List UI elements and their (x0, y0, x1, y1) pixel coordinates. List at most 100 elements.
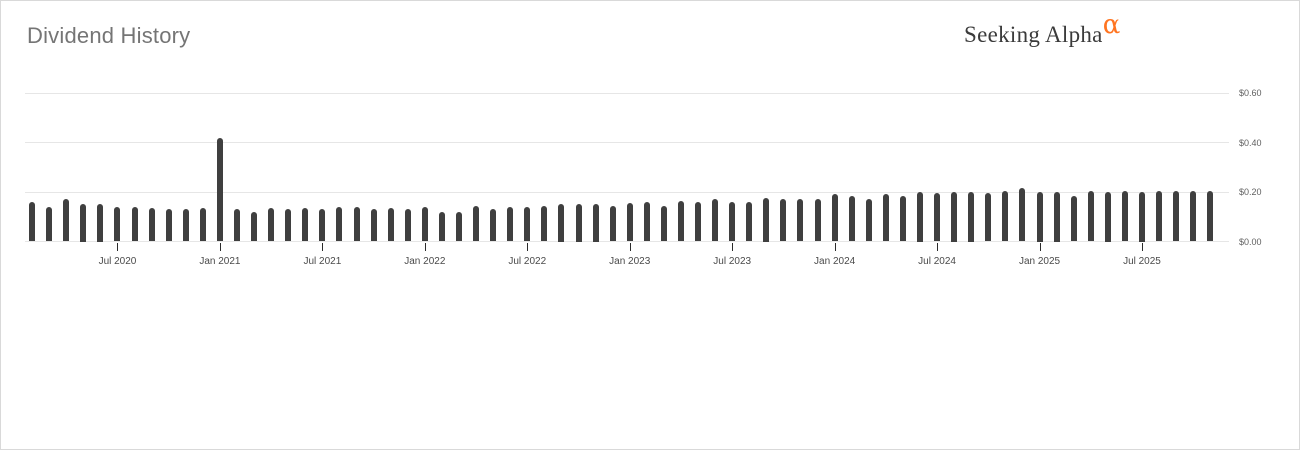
dividend-bar[interactable] (1070, 195, 1077, 242)
dividend-bar[interactable] (370, 209, 377, 242)
x-tick-label: Jan 2022 (404, 255, 446, 267)
gridline (25, 92, 1229, 94)
x-tick-mark (629, 243, 631, 251)
dividend-bar[interactable] (677, 200, 684, 242)
x-tick-label: Jul 2025 (1123, 255, 1161, 267)
x-tick-label: Jan 2025 (1018, 255, 1061, 267)
dividend-bar[interactable] (951, 192, 958, 242)
dividend-bar[interactable] (865, 199, 872, 242)
dividend-bar[interactable] (353, 206, 360, 242)
x-tick-label: Jul 2021 (303, 255, 342, 267)
x-tick-mark (834, 243, 836, 251)
dividend-bar[interactable] (46, 206, 53, 242)
dividend-bar[interactable] (643, 201, 650, 242)
dividend-bar[interactable] (609, 205, 616, 242)
dividend-bar[interactable] (302, 208, 309, 242)
x-tick-mark (322, 243, 324, 251)
dividend-bar[interactable] (729, 201, 736, 242)
dividend-bar[interactable] (507, 206, 514, 242)
alpha-icon: α (1102, 10, 1121, 40)
dividend-bar[interactable] (626, 203, 633, 242)
dividend-bar[interactable] (421, 206, 428, 242)
dividend-bar[interactable] (63, 199, 70, 242)
dividend-bar[interactable] (473, 205, 480, 242)
dividend-bar[interactable] (1190, 190, 1197, 242)
dividend-bar[interactable] (97, 204, 104, 242)
dividend-bar[interactable] (882, 194, 889, 242)
dividend-bar[interactable] (199, 208, 206, 242)
dividend-bar[interactable] (1138, 192, 1145, 242)
dividend-bar[interactable] (251, 211, 258, 242)
dividend-bar[interactable] (1087, 190, 1094, 242)
dividend-bar[interactable] (575, 204, 582, 242)
dividend-bar[interactable] (763, 198, 770, 242)
dividend-bar[interactable] (780, 199, 787, 242)
dividend-bar[interactable] (1053, 192, 1060, 242)
dividend-bar[interactable] (216, 137, 223, 242)
x-tick-label: Jan 2021 (199, 255, 241, 267)
dividend-bar[interactable] (746, 201, 753, 242)
dividend-bar[interactable] (114, 206, 121, 242)
dividend-bar[interactable] (29, 201, 36, 242)
y-tick-label: $0.00 (1239, 236, 1262, 247)
dividend-bar[interactable] (1173, 190, 1180, 242)
dividend-bar[interactable] (438, 211, 445, 242)
x-tick-mark (219, 243, 221, 251)
dividend-bar[interactable] (558, 204, 565, 242)
dividend-bar[interactable] (80, 204, 87, 242)
gridline (25, 191, 1229, 193)
dividend-bar[interactable] (660, 205, 667, 242)
x-tick-label: Jan 2024 (814, 255, 856, 267)
x-tick-mark (424, 243, 426, 251)
gridline (25, 142, 1229, 143)
dividend-bar[interactable] (985, 193, 992, 242)
y-tick-label: $0.40 (1239, 137, 1262, 148)
x-tick-mark (1039, 243, 1041, 251)
dividend-bar[interactable] (285, 209, 292, 242)
x-tick-label: Jul 2020 (98, 255, 137, 267)
dividend-bar[interactable] (899, 195, 906, 242)
dividend-bar[interactable] (917, 192, 923, 242)
dividend-bar[interactable] (148, 208, 155, 242)
dividend-bar[interactable] (695, 201, 702, 242)
dividend-bar[interactable] (1104, 192, 1111, 242)
page-title: Dividend History (27, 23, 191, 48)
dividend-bar[interactable] (234, 209, 240, 242)
dividend-bar[interactable] (1002, 190, 1009, 242)
dividend-bar[interactable] (319, 209, 326, 242)
y-tick-label: $0.60 (1239, 88, 1262, 98)
dividend-bar[interactable] (455, 211, 462, 242)
dividend-bar[interactable] (814, 199, 821, 242)
dividend-bar[interactable] (592, 204, 599, 242)
dividend-bar[interactable] (387, 208, 394, 242)
dividend-bar[interactable] (934, 193, 941, 242)
dividend-bar[interactable] (490, 209, 497, 242)
dividend-bar[interactable] (1207, 190, 1214, 242)
dividend-bar[interactable] (165, 209, 172, 242)
x-tick-label: Jul 2023 (713, 255, 752, 267)
dividend-bar[interactable] (541, 205, 548, 242)
dividend-bar[interactable] (831, 194, 838, 242)
dividend-bar[interactable] (1019, 188, 1026, 242)
dividend-bar[interactable] (848, 195, 855, 242)
dividend-bar[interactable] (182, 209, 189, 242)
dividend-bar[interactable] (1121, 190, 1128, 242)
dividend-bar[interactable] (712, 199, 719, 242)
seeking-alpha-logo-text: Seeking Alpha (964, 22, 1103, 47)
dividend-bar[interactable] (524, 206, 531, 242)
y-tick-label: $0.20 (1239, 187, 1262, 197)
gridline (25, 241, 1229, 242)
x-tick-label: Jul 2022 (508, 255, 547, 267)
x-tick-label: Jul 2024 (918, 255, 956, 267)
dividend-bar[interactable] (131, 206, 138, 242)
dividend-bar[interactable] (268, 208, 275, 242)
dividend-bar[interactable] (404, 209, 411, 242)
dividend-bar[interactable] (1156, 190, 1163, 242)
x-tick-mark (732, 243, 734, 251)
dividend-bar[interactable] (968, 192, 975, 242)
dividend-bar[interactable] (1036, 192, 1043, 242)
dividend-bar[interactable] (336, 206, 343, 242)
dividend-bar[interactable] (797, 199, 804, 242)
